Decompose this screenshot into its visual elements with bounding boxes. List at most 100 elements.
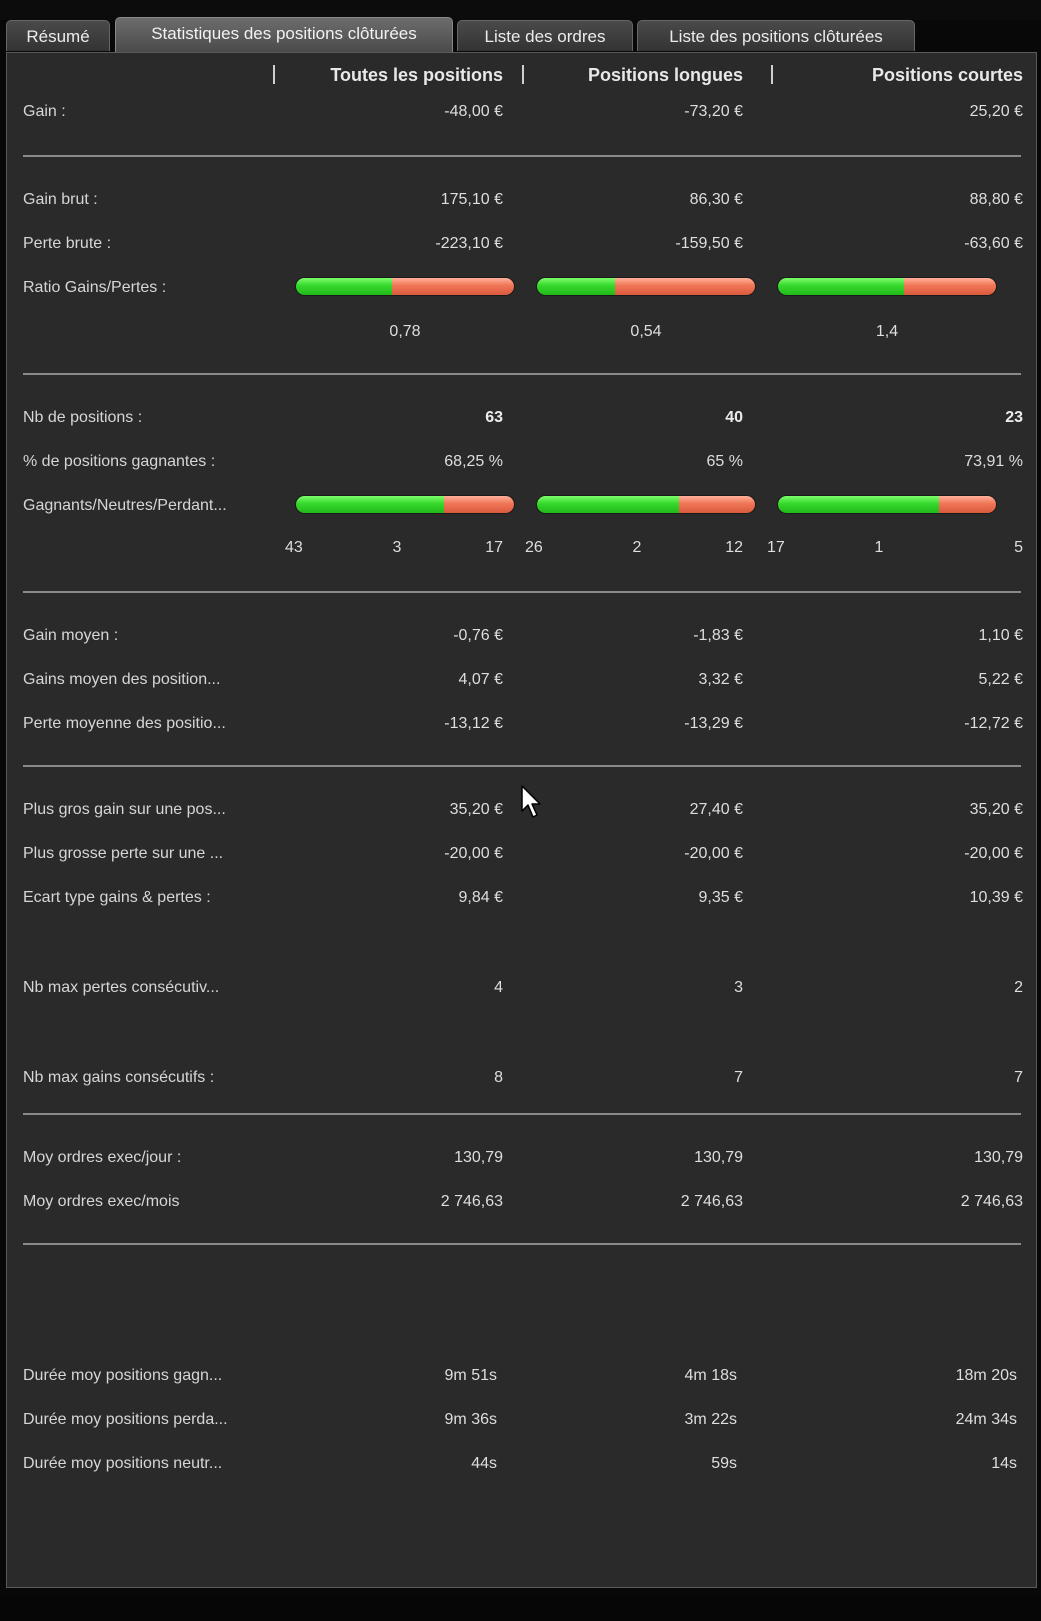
row-label: Moy ordres exec/mois [23,1193,180,1210]
row-label: Perte moyenne des positio... [23,715,226,732]
value-all: 44s [471,1455,497,1472]
row-label: Gagnants/Neutres/Perdant... [23,497,227,514]
value-all: -0,76 € [453,627,503,644]
gnp-losers-short: 5 [1014,539,1023,556]
value-all: 68,25 % [444,453,503,470]
value-long: 65 % [706,453,743,470]
value-short: 25,20 € [969,103,1023,120]
value-long: -13,29 € [684,715,743,732]
value-short: -12,72 € [964,715,1023,732]
row-label: Nb max gains consécutifs : [23,1069,215,1086]
ratio-value-long: 0,54 [630,323,662,340]
column-header-long[interactable]: Positions longues [587,65,743,85]
value-long: 40 [725,409,743,426]
value-all: 4,07 € [458,671,503,688]
tab-statistiques-positions-cloturees[interactable]: Statistiques des positions clôturées [115,17,453,53]
value-long: -1,83 € [693,627,743,644]
column-divider[interactable] [522,65,524,84]
column-header-short[interactable]: Positions courtes [871,65,1023,85]
row-label: Nb de positions : [23,409,143,426]
value-all: -13,12 € [444,715,503,732]
ratio-bar-all [296,278,514,295]
section-divider [23,1113,1021,1115]
gnp-neutral-short: 1 [874,539,884,556]
value-short: -63,60 € [964,235,1023,252]
row-label: Gains moyen des position... [23,671,221,688]
column-divider[interactable] [771,65,773,84]
value-long: -73,20 € [684,103,743,120]
row-label: Ecart type gains & pertes : [23,889,211,906]
value-short: 73,91 % [964,453,1023,470]
bottom-strip [0,1596,1041,1621]
row-label: Perte brute : [23,235,112,252]
row-label: % de positions gagnantes : [23,453,216,470]
gnp-winners-all: 43 [285,539,303,556]
value-all: 2 746,63 [440,1193,503,1210]
row-label: Durée moy positions perda... [23,1411,228,1428]
gnp-bar-long [537,496,755,513]
gnp-winners-long: 26 [525,539,543,556]
value-long: 3,32 € [698,671,743,688]
section-divider [23,591,1021,593]
row-label: Ratio Gains/Pertes : [23,279,167,296]
value-all: 4 [494,979,503,996]
value-all: 8 [494,1069,503,1086]
value-short: 2 746,63 [960,1193,1023,1210]
value-short: 88,80 € [969,191,1023,208]
row-label: Durée moy positions gagn... [23,1367,223,1384]
value-all: 9m 36s [444,1411,497,1428]
gnp-bar-all [296,496,514,513]
value-short: 23 [1005,409,1023,426]
value-long: 2 746,63 [680,1193,743,1210]
value-all: 130,79 [454,1149,503,1166]
gnp-neutral-long: 2 [632,539,642,556]
ratio-bar-long [537,278,755,295]
value-long: 59s [711,1455,737,1472]
ratio-value-all: 0,78 [389,323,421,340]
row-label: Plus grosse perte sur une ... [23,845,224,862]
tab-liste-ordres[interactable]: Liste des ordres [457,20,633,51]
gnp-losers-long: 12 [725,539,743,556]
value-all: -223,10 € [435,235,503,252]
value-long: 7 [734,1069,743,1086]
value-all: -20,00 € [444,845,503,862]
value-long: 27,40 € [689,801,743,818]
mouse-pointer-icon [521,785,541,818]
gnp-losers-all: 17 [485,539,503,556]
value-long: 130,79 [694,1149,743,1166]
row-label: Gain moyen : [23,627,119,644]
value-all: 9,84 € [458,889,503,906]
value-short: 35,20 € [969,801,1023,818]
row-label: Gain brut : [23,191,98,208]
value-short: 10,39 € [969,889,1023,906]
top-strip [0,0,1041,20]
row-label: Durée moy positions neutr... [23,1455,223,1472]
tab-resume[interactable]: Résumé [6,20,110,51]
section-divider [23,155,1021,157]
gnp-winners-short: 17 [767,539,785,556]
ratio-bar-short [778,278,996,295]
value-long: 4m 18s [684,1367,737,1384]
column-header-all[interactable]: Toutes les positions [330,65,503,85]
column-divider[interactable] [273,65,275,84]
value-all: -48,00 € [444,103,503,120]
value-short: 24m 34s [955,1411,1017,1428]
section-divider [23,765,1021,767]
value-long: -159,50 € [675,235,743,252]
section-divider [23,373,1021,375]
value-long: 3 [734,979,743,996]
tab-liste-positions-cloturees[interactable]: Liste des positions clôturées [637,20,915,51]
value-short: -20,00 € [964,845,1023,862]
value-short: 130,79 [974,1149,1023,1166]
value-short: 1,10 € [978,627,1023,644]
value-short: 2 [1014,979,1023,996]
value-short: 18m 20s [955,1367,1017,1384]
row-label: Nb max pertes consécutiv... [23,979,220,996]
row-label: Plus gros gain sur une pos... [23,801,226,818]
value-short: 14s [991,1455,1017,1472]
section-divider [23,1243,1021,1245]
value-long: -20,00 € [684,845,743,862]
value-all: 175,10 € [440,191,503,208]
statistics-panel: Toutes les positions Positions longues P… [6,52,1037,1588]
value-long: 9,35 € [698,889,743,906]
